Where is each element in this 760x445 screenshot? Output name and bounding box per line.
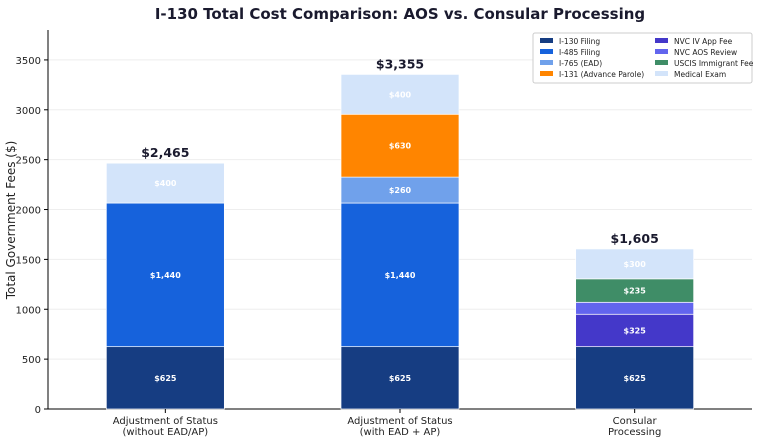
legend-swatch <box>655 71 668 76</box>
legend-entry: I-130 Filing <box>559 37 600 46</box>
legend-entry: I-131 (Advance Parole) <box>559 70 644 79</box>
bar-segment <box>340 176 460 204</box>
legend-entry: USCIS Immigrant Fee <box>674 59 754 68</box>
chart-title: I-130 Total Cost Comparison: AOS vs. Con… <box>155 5 645 23</box>
bar-segment <box>340 74 460 115</box>
segment-label: $1,440 <box>150 271 181 280</box>
x-tick-label: (without EAD/AP) <box>122 427 208 438</box>
segment-label: $400 <box>154 179 177 188</box>
x-tick-label: (with EAD + AP) <box>360 427 441 438</box>
y-tick-label: 1000 <box>16 305 41 316</box>
bar-segment <box>340 202 460 348</box>
legend-swatch <box>655 38 668 43</box>
x-tick-label: Consular <box>613 416 658 427</box>
bar-segment <box>105 162 225 204</box>
bar-segment <box>575 313 695 348</box>
legend-swatch <box>540 49 553 54</box>
segment-label: $235 <box>624 287 647 296</box>
legend-entry: NVC AOS Review <box>674 48 737 57</box>
bar-segment <box>340 346 460 410</box>
total-label: $1,605 <box>611 231 659 246</box>
x-tick-label: Adjustment of Status <box>347 416 452 427</box>
segment-label: $325 <box>624 326 647 335</box>
legend-entry: I-485 Filing <box>559 48 600 57</box>
segment-label: $630 <box>389 142 412 151</box>
y-tick-label: 0 <box>35 405 41 416</box>
bar-segment <box>575 301 695 315</box>
y-tick-label: 1500 <box>16 255 41 266</box>
y-tick-label: 3000 <box>16 106 41 117</box>
bar-segment <box>575 346 695 410</box>
legend-entry: Medical Exam <box>674 70 726 79</box>
legend-swatch <box>540 71 553 76</box>
legend-swatch <box>655 60 668 65</box>
legend-entry: I-765 (EAD) <box>559 59 602 68</box>
total-label: $3,355 <box>376 56 424 71</box>
segment-label: $400 <box>389 90 412 99</box>
y-tick-label: 2500 <box>16 156 41 167</box>
bar-segment <box>575 248 695 280</box>
y-tick-label: 3500 <box>16 56 41 67</box>
legend-entry: NVC IV App Fee <box>674 37 733 46</box>
segment-label: $260 <box>389 186 412 195</box>
total-label: $2,465 <box>141 145 189 160</box>
legend-swatch <box>540 38 553 43</box>
segment-label: $1,440 <box>385 271 416 280</box>
segment-label: $625 <box>389 374 412 383</box>
y-tick-label: 2000 <box>16 206 41 217</box>
segment-label: $625 <box>154 374 177 383</box>
bar-segment <box>340 113 460 178</box>
y-axis-label: Total Government Fees ($) <box>4 141 18 301</box>
x-tick-label: Processing <box>608 427 661 438</box>
legend-swatch <box>655 49 668 54</box>
legend <box>532 32 753 84</box>
legend-swatch <box>540 60 553 65</box>
bar-segment <box>105 202 225 348</box>
segment-label: $300 <box>624 260 647 269</box>
segment-label: $625 <box>624 374 647 383</box>
x-tick-label: Adjustment of Status <box>113 416 218 427</box>
y-tick-label: 500 <box>22 355 41 366</box>
